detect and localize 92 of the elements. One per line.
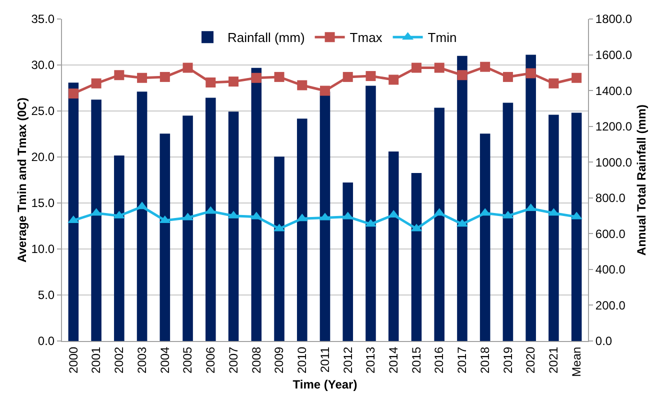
point <box>526 68 536 78</box>
bar <box>274 156 284 341</box>
x-tick-label: 2000 <box>66 346 80 374</box>
point <box>366 71 376 82</box>
legend-label: Tmax <box>350 30 383 46</box>
point <box>274 72 284 82</box>
point <box>297 80 308 90</box>
y2-tick-label: 1200.0 <box>595 120 632 134</box>
bar <box>136 92 148 341</box>
y2-axis-title: Annual Total Rainfall (mm) <box>634 104 648 256</box>
x-tick-label: 2010 <box>295 346 310 374</box>
y-axis-title: Average Tmin and Tmax (0C) <box>15 98 30 262</box>
x-tick-label: 2020 <box>524 346 538 374</box>
x-tick-label: 2011 <box>318 346 332 373</box>
y-tick-label: 0.0 <box>38 334 55 348</box>
bar <box>182 116 193 341</box>
y2-tick-label: 1400.0 <box>595 84 632 98</box>
y-tick-label: 5.0 <box>38 288 55 302</box>
point <box>480 62 490 72</box>
point <box>228 76 239 87</box>
point <box>457 70 468 80</box>
x-tick-label: 2008 <box>249 346 264 374</box>
x-tick-label: 2001 <box>89 346 104 374</box>
x-tick-label: 2015 <box>409 346 424 374</box>
point <box>251 72 262 83</box>
point <box>137 72 148 83</box>
y-tick-label: 20.0 <box>31 150 55 164</box>
y2-tick-label: 800.0 <box>595 191 626 206</box>
x-tick-label: 2021 <box>546 346 561 374</box>
point <box>548 78 559 88</box>
x-tick-label: 2009 <box>272 346 286 374</box>
point <box>320 86 330 96</box>
x-tick-label: 2019 <box>500 346 515 374</box>
bar <box>296 118 308 341</box>
bar <box>526 54 536 341</box>
point <box>182 62 193 73</box>
y-tick-label: 10.0 <box>31 242 55 256</box>
x-tick-label: 2018 <box>478 346 492 374</box>
y2-tick-label: 200.0 <box>595 298 626 312</box>
x-tick-label: 2005 <box>180 346 195 374</box>
y-tick-label: 30.0 <box>31 58 55 72</box>
bar <box>114 155 124 341</box>
bar <box>366 86 376 341</box>
point <box>114 70 124 80</box>
x-tick-label: 2006 <box>204 346 218 374</box>
bar <box>411 173 422 341</box>
bar <box>571 112 582 341</box>
bar <box>251 68 262 341</box>
x-tick-label: 2002 <box>112 346 126 374</box>
x-tick-label: Mean <box>569 346 584 377</box>
x-tick-label: 2017 <box>455 346 470 374</box>
bar <box>68 82 79 341</box>
legend-label: Rainfall (mm) <box>228 30 305 46</box>
x-tick-label: 2014 <box>386 346 401 374</box>
x-axis-title: Time (Year) <box>292 378 358 392</box>
y2-tick-label: 1800.0 <box>595 12 632 26</box>
point <box>160 72 170 82</box>
bar <box>502 102 514 341</box>
point <box>342 72 353 82</box>
point <box>502 72 513 82</box>
bar <box>480 134 490 341</box>
y2-tick-label: 600.0 <box>595 226 626 241</box>
y2-tick-label: 1000.0 <box>595 155 632 170</box>
bar <box>342 182 354 341</box>
y-tick-label: 35.0 <box>31 12 55 26</box>
point <box>68 88 78 99</box>
point <box>206 77 216 88</box>
y2-tick-label: 1600.0 <box>595 48 632 62</box>
point <box>388 74 399 85</box>
x-tick-label: 2012 <box>340 346 355 374</box>
point <box>434 62 444 73</box>
legend-label: Tmin <box>428 30 457 46</box>
y-tick-label: 25.0 <box>31 104 55 118</box>
y2-tick-label: 400.0 <box>595 262 626 277</box>
y2-tick-label: 0.0 <box>595 334 612 348</box>
bar <box>228 112 239 341</box>
x-tick-label: 2003 <box>134 346 149 374</box>
bar <box>548 114 559 341</box>
bar <box>91 100 102 341</box>
point <box>411 62 422 73</box>
point <box>572 72 582 83</box>
x-tick-label: 2007 <box>226 346 240 374</box>
bar <box>206 98 216 341</box>
y-tick-label: 15.0 <box>31 196 55 210</box>
bar <box>160 134 170 341</box>
x-tick-label: 2013 <box>364 346 378 374</box>
bar <box>388 152 399 341</box>
x-tick-label: 2004 <box>158 346 172 374</box>
bar <box>434 108 444 341</box>
bar <box>457 56 468 341</box>
point <box>91 78 102 88</box>
x-tick-label: 2016 <box>432 346 446 374</box>
